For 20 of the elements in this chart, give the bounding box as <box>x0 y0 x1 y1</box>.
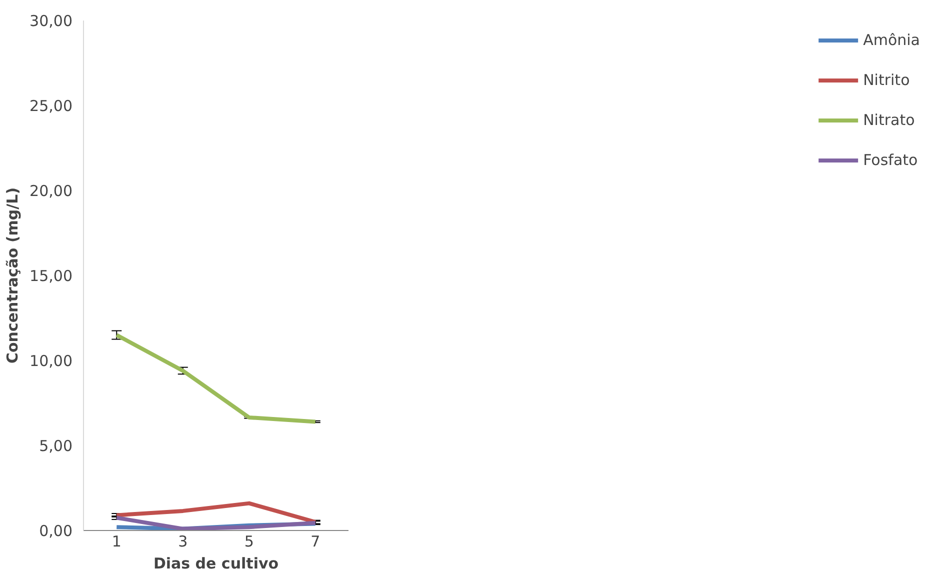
x-axis-title: Dias de cultivo <box>153 554 279 572</box>
y-tick-label: 10,00 <box>30 352 73 370</box>
y-tick-label: 15,00 <box>30 267 73 285</box>
y-tick-label: 0,00 <box>39 522 73 540</box>
x-tick-label: 3 <box>178 532 188 550</box>
y-tick-label: 30,00 <box>30 12 73 30</box>
legend-label: Nitrito <box>863 71 910 89</box>
y-tick-label: 25,00 <box>30 97 73 115</box>
y-tick-label: 5,00 <box>39 437 73 455</box>
line-series <box>114 501 318 524</box>
line-series <box>114 516 318 530</box>
x-tick-label: 7 <box>310 532 320 550</box>
x-tick-label: 5 <box>244 532 254 550</box>
line-series <box>114 333 318 424</box>
legend-label: Amônia <box>863 31 920 49</box>
y-axis-title: Concentração (mg/L) <box>4 187 22 364</box>
x-tick-label: 1 <box>112 532 122 550</box>
legend-label: Fosfato <box>863 151 918 169</box>
legend-label: Nitrato <box>863 111 915 129</box>
y-tick-label: 20,00 <box>30 182 73 200</box>
